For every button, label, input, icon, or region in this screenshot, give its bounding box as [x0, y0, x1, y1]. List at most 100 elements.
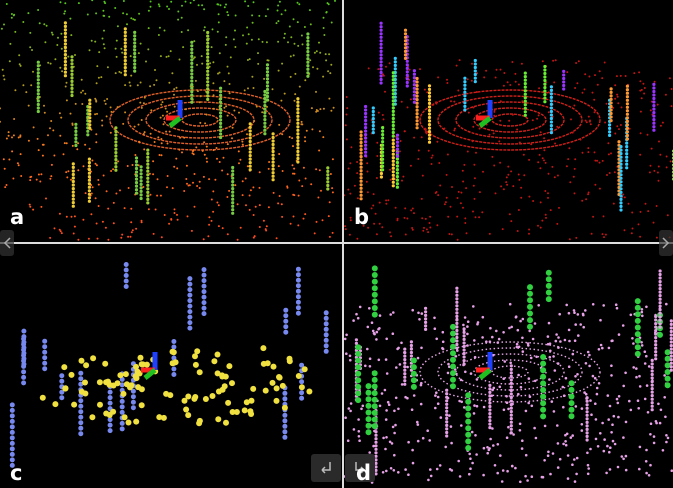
point [601, 77, 603, 79]
column-point [124, 262, 129, 267]
point [376, 331, 379, 334]
column-point [428, 137, 431, 140]
point [443, 128, 445, 130]
point [586, 121, 588, 123]
column-point [406, 60, 409, 63]
point [8, 131, 10, 133]
point [392, 426, 395, 429]
column-point [569, 387, 575, 393]
point [259, 226, 261, 228]
point [545, 214, 547, 216]
column-point [617, 140, 620, 143]
point [192, 353, 198, 359]
column-point [364, 151, 367, 154]
point [644, 350, 647, 353]
column-point [562, 84, 565, 87]
column-point [374, 430, 377, 433]
point [52, 34, 54, 36]
point [565, 304, 568, 307]
column-point [206, 73, 209, 76]
column-point [324, 349, 329, 354]
point [437, 402, 440, 405]
point [116, 40, 118, 42]
column-point [299, 396, 304, 401]
column-point [670, 344, 673, 347]
point [454, 128, 456, 130]
column-point [282, 418, 287, 423]
column-point [296, 150, 299, 153]
point [589, 121, 591, 123]
point [192, 149, 194, 151]
point [196, 185, 198, 187]
nav-next[interactable] [659, 230, 673, 256]
point [573, 311, 576, 314]
point [9, 43, 11, 45]
point [411, 449, 414, 452]
point [66, 82, 68, 84]
point [100, 76, 102, 78]
column-point [651, 398, 654, 401]
point [234, 409, 240, 415]
point [358, 439, 361, 442]
point [223, 80, 225, 82]
nav-prev[interactable] [0, 230, 14, 256]
column-point [372, 113, 375, 116]
point [130, 236, 132, 238]
point [297, 224, 299, 226]
column-point [326, 170, 329, 173]
point [227, 143, 229, 145]
column-point [652, 90, 655, 93]
point [238, 162, 240, 164]
column-point [37, 99, 40, 102]
column-point [550, 99, 553, 102]
column-point [659, 287, 662, 290]
column-point [146, 170, 149, 173]
column-point [510, 364, 513, 367]
point [444, 446, 447, 449]
point [276, 22, 278, 24]
point [110, 106, 112, 108]
point [233, 110, 235, 112]
column-point [651, 376, 654, 379]
point [17, 162, 19, 164]
column-point [231, 184, 234, 187]
column-point [72, 173, 75, 176]
point [286, 185, 288, 187]
point [375, 338, 378, 341]
column-point [231, 169, 234, 172]
column-point [586, 417, 589, 420]
point [91, 40, 93, 42]
point [548, 111, 550, 113]
column-point [651, 366, 654, 369]
column-point [445, 410, 448, 413]
point [237, 239, 239, 241]
point [222, 227, 224, 229]
column-point [396, 168, 399, 171]
column-point [124, 63, 127, 66]
point [472, 126, 474, 128]
point [557, 336, 560, 339]
point [442, 331, 445, 334]
column-point [306, 75, 309, 78]
column-point [406, 63, 409, 66]
column-point [133, 59, 136, 62]
point [158, 34, 160, 36]
point [616, 125, 618, 127]
point [330, 173, 332, 175]
point [478, 216, 480, 218]
point [203, 396, 209, 402]
column-point [37, 75, 40, 78]
point [319, 52, 321, 54]
point [294, 173, 296, 175]
point [298, 3, 300, 5]
point [38, 149, 40, 151]
point [233, 38, 235, 40]
column-point [659, 276, 662, 279]
column-point [411, 384, 417, 390]
point [637, 399, 640, 402]
rotate-left-button[interactable] [311, 454, 341, 482]
point [197, 90, 199, 92]
column-point [360, 173, 363, 176]
point [467, 320, 470, 323]
point [72, 124, 74, 126]
